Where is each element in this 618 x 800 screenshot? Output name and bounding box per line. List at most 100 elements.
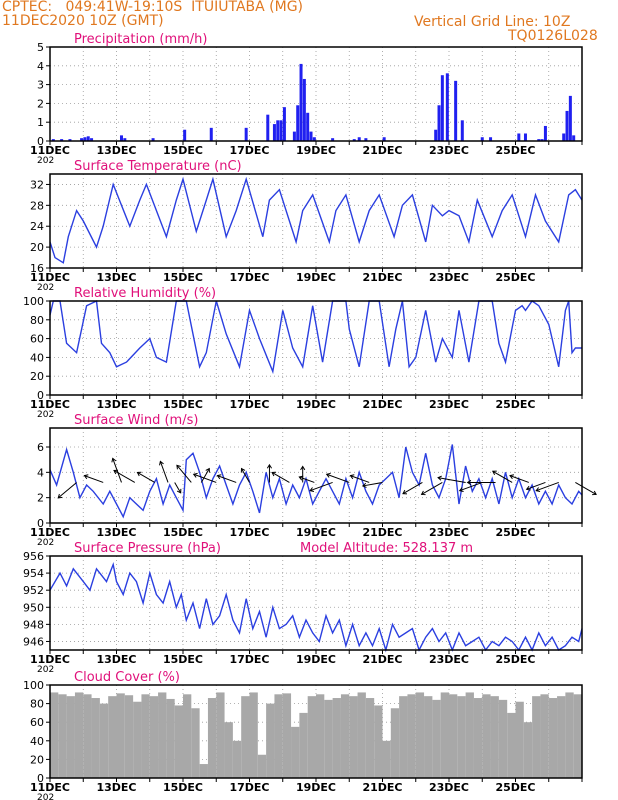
- panel-title: Surface Temperature (nC): [74, 159, 242, 174]
- cloud-bar: [573, 694, 582, 778]
- cloud-bar: [415, 692, 425, 778]
- cloud-bar: [332, 698, 341, 778]
- precip-bar: [454, 80, 458, 141]
- cloud-bar: [141, 694, 150, 778]
- precip-bar: [437, 105, 441, 141]
- x-tick-label: 11DEC: [30, 653, 70, 666]
- precip-bar: [86, 136, 90, 141]
- precip-bar: [480, 137, 484, 141]
- y-tick-label: 20: [30, 370, 44, 383]
- cloud-bar: [540, 694, 549, 778]
- y-tick-label: 6: [37, 441, 44, 454]
- y-tick-label: 16: [30, 262, 44, 275]
- y-tick-label: 0: [37, 517, 44, 530]
- y-tick-label: 24: [30, 220, 44, 233]
- cloud-bar: [482, 694, 491, 778]
- rh-line: [49, 299, 582, 375]
- wind-arrow: [402, 482, 423, 495]
- wind-arrow: [437, 477, 466, 483]
- wind-arrow: [536, 481, 559, 492]
- cloud-bar: [324, 699, 333, 778]
- cloud-bar: [166, 698, 175, 778]
- precip-bar: [296, 105, 300, 141]
- x-tick-label: 21DEC: [362, 144, 402, 157]
- x-tick-label: 11DEC: [30, 526, 70, 539]
- wind-arrow-head: [349, 474, 355, 480]
- cloud-bar: [257, 754, 267, 778]
- precip-bar: [565, 110, 569, 141]
- x-tick-label: 15DEC: [163, 526, 203, 539]
- x-tick-label: 15DEC: [163, 271, 203, 284]
- y-tick-label: 100: [23, 679, 44, 692]
- cloud-bar: [50, 692, 59, 778]
- precip-bar: [460, 120, 464, 141]
- wind-arrow-head: [205, 467, 210, 473]
- y-tick-label: 28: [30, 199, 44, 212]
- y-tick-label: 32: [30, 178, 44, 191]
- cloud-bar: [307, 696, 316, 778]
- y-tick-label: 3: [37, 79, 44, 92]
- x-tick-label: 17DEC: [229, 526, 269, 539]
- x-tick-label: 25DEC: [495, 271, 535, 284]
- wind-arrow-head: [113, 469, 119, 475]
- precip-bar: [364, 138, 368, 141]
- x-tick-label: 15DEC: [163, 144, 203, 157]
- panel-frame: [49, 46, 583, 142]
- cloud-bar: [473, 698, 483, 778]
- wind-arrow-head: [83, 474, 89, 480]
- cloud-bar: [548, 698, 558, 778]
- cloud-bar: [565, 692, 574, 778]
- x-tick-label: 23DEC: [429, 781, 469, 794]
- precip-bar: [68, 139, 72, 141]
- x-tick-label: 11DEC: [30, 781, 70, 794]
- cloud-bar: [465, 692, 474, 778]
- wind-arrow: [459, 481, 483, 492]
- wind-arrow-head: [420, 490, 426, 496]
- cloud-bar: [432, 699, 441, 778]
- precip-bar: [306, 112, 310, 141]
- cloud-bar: [291, 726, 300, 778]
- wind-arrow: [159, 461, 169, 483]
- x-tick-label: 11DEC: [30, 398, 70, 411]
- y-tick-label: 5: [37, 41, 44, 54]
- cloud-bar: [99, 703, 109, 778]
- panel-title: Precipitation (mm/h): [74, 32, 207, 47]
- precip-bar: [312, 137, 316, 141]
- y-tick-label: 60: [30, 333, 44, 346]
- wind-arrow-head: [458, 487, 464, 493]
- y-tick-label: 0: [37, 135, 44, 148]
- wind-arrow: [326, 473, 350, 483]
- wind-arrow-head: [592, 490, 597, 496]
- y-tick-label: 4: [37, 466, 44, 479]
- pres-line: [49, 561, 583, 653]
- panel-title: Surface Pressure (hPa): [74, 541, 221, 556]
- cloud-bar: [249, 692, 258, 778]
- precip-bar: [309, 131, 313, 141]
- x-tick-label: 23DEC: [429, 653, 469, 666]
- x-tick-label: 17DEC: [229, 398, 269, 411]
- wind-arrow-head: [437, 475, 442, 481]
- cloud-bar: [133, 701, 142, 778]
- wind-arrow: [200, 468, 210, 483]
- wind-arrow: [492, 470, 513, 483]
- precip-bar: [382, 137, 386, 141]
- x-tick-label: 19DEC: [296, 271, 336, 284]
- cloud-bar: [440, 692, 449, 778]
- wind-arrow: [350, 475, 370, 483]
- panel-title: Surface Wind (m/s): [74, 413, 198, 428]
- header-station-line: CPTEC: 049:41W-19:10S ITUIUTABA (MG): [2, 0, 303, 15]
- precip-bar: [279, 120, 283, 141]
- y-tick-label: 20: [30, 753, 44, 766]
- y-tick-label: 40: [30, 735, 44, 748]
- cloud-bar: [66, 696, 75, 778]
- x-tick-label: 21DEC: [362, 398, 402, 411]
- x-tick-label: 13DEC: [96, 526, 136, 539]
- cloud-bar: [224, 722, 233, 778]
- wind-arrow-head: [535, 487, 541, 493]
- y-tick-label: 2: [37, 97, 44, 110]
- wind-arrow: [241, 468, 250, 483]
- precip-bar: [51, 139, 55, 141]
- header-date-line: 11DEC2020 10Z (GMT): [2, 13, 164, 29]
- precip-bar: [331, 138, 335, 141]
- panel-frame: [49, 173, 583, 269]
